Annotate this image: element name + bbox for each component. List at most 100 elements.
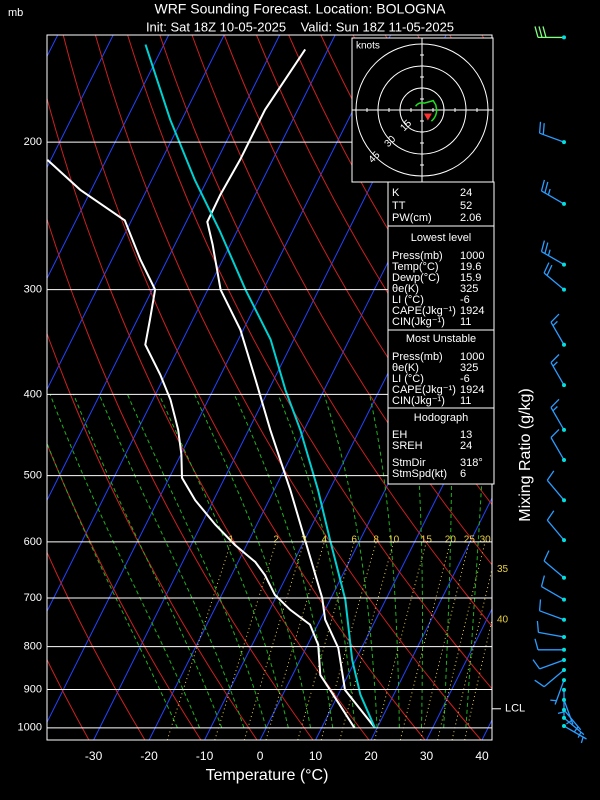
wind-station bbox=[562, 427, 566, 432]
index-label: θe(K) bbox=[392, 283, 419, 295]
dry-adiabat bbox=[62, 35, 426, 740]
wind-barb bbox=[546, 510, 565, 541]
chart-subtitle: Init: Sat 18Z 10-05-2025 Valid: Sun 18Z … bbox=[146, 19, 454, 34]
index-value: 24 bbox=[460, 440, 472, 452]
mixing-ratio-label: 8 bbox=[373, 535, 379, 546]
y-tick-label: 800 bbox=[24, 641, 42, 653]
index-value: 11 bbox=[460, 395, 471, 407]
wind-station bbox=[562, 647, 566, 652]
wind-barb bbox=[536, 620, 565, 638]
index-label: Press(mb) bbox=[392, 250, 443, 262]
x-axis-label: Temperature (°C) bbox=[206, 767, 329, 784]
mixing-ratio-label: 20 bbox=[445, 535, 457, 546]
index-value: -6 bbox=[460, 294, 470, 306]
wind-station bbox=[562, 697, 566, 702]
wind-station bbox=[562, 617, 566, 622]
wind-station bbox=[562, 687, 566, 692]
dry-adiabat bbox=[288, 35, 492, 388]
index-value: 318° bbox=[460, 457, 483, 469]
sounding-line bbox=[206, 48, 376, 729]
index-value: 11 bbox=[460, 316, 471, 328]
wind-station bbox=[562, 457, 566, 462]
wind-station bbox=[562, 715, 566, 720]
dry-adiabat bbox=[47, 551, 146, 740]
x-tick-label: 0 bbox=[257, 749, 264, 763]
x-tick-label: 40 bbox=[475, 749, 489, 763]
x-tick-label: 30 bbox=[420, 749, 434, 763]
index-section-title: Most Unstable bbox=[406, 333, 476, 345]
index-value: 2.06 bbox=[460, 212, 481, 224]
mixing-ratio-label: 30 bbox=[480, 535, 492, 546]
index-label: StmSpd(kt) bbox=[392, 468, 447, 480]
wind-station bbox=[562, 287, 566, 292]
wind-station bbox=[562, 678, 566, 683]
index-label: SREH bbox=[392, 440, 423, 452]
index-value: 1000 bbox=[460, 351, 484, 363]
dry-adiabat bbox=[47, 442, 202, 740]
index-label: LI (°C) bbox=[392, 373, 424, 385]
mixing-ratio-label: 35 bbox=[497, 564, 509, 575]
wind-station bbox=[562, 35, 566, 40]
mixing-ratio-line bbox=[243, 541, 305, 740]
index-value: 1924 bbox=[460, 384, 484, 396]
index-value: 52 bbox=[460, 200, 472, 212]
isotherm-grid-line bbox=[370, 496, 492, 740]
wind-barb bbox=[534, 638, 565, 651]
wind-station bbox=[562, 634, 566, 639]
index-label: θe(K) bbox=[392, 362, 419, 374]
x-tick-label: -30 bbox=[85, 749, 103, 763]
index-value: 19.6 bbox=[460, 261, 481, 273]
index-label: PW(cm) bbox=[392, 212, 432, 224]
wind-station bbox=[562, 724, 566, 729]
index-label: StmDir bbox=[392, 457, 426, 469]
wind-barb bbox=[540, 575, 565, 601]
index-label: CIN(Jkg⁻¹) bbox=[392, 395, 445, 407]
index-box bbox=[387, 225, 495, 331]
index-label: CAPE(Jkg⁻¹) bbox=[392, 384, 456, 396]
wind-barb bbox=[538, 121, 565, 143]
mixing-ratio-label: 4 bbox=[322, 535, 328, 546]
hodograph-ring bbox=[355, 43, 489, 177]
wind-barb bbox=[532, 659, 565, 670]
wind-station bbox=[562, 498, 566, 503]
wind-station bbox=[562, 262, 566, 267]
hodograph-ring bbox=[399, 87, 445, 133]
index-value: 325 bbox=[460, 362, 478, 374]
wind-barb bbox=[563, 709, 582, 733]
wind-barb bbox=[550, 428, 565, 461]
index-box bbox=[387, 181, 495, 227]
wind-barb bbox=[563, 725, 587, 744]
y-tick-label: 300 bbox=[24, 284, 42, 296]
index-label: TT bbox=[392, 200, 406, 212]
y-tick-label: 900 bbox=[24, 683, 42, 695]
wind-station bbox=[562, 658, 566, 663]
dry-adiabat bbox=[127, 35, 492, 690]
isotherm bbox=[47, 35, 392, 724]
mixing-ratio-label: 25 bbox=[464, 535, 476, 546]
dry-adiabat bbox=[191, 35, 492, 566]
wind-station bbox=[562, 140, 566, 145]
index-label: Press(mb) bbox=[392, 351, 443, 363]
isotherm bbox=[47, 35, 336, 613]
wind-barb bbox=[540, 179, 565, 205]
wind-barb bbox=[550, 398, 565, 431]
parcel-path bbox=[144, 44, 376, 729]
index-label: K bbox=[392, 187, 400, 199]
mixing-ratio-label: 15 bbox=[421, 535, 433, 546]
mixing-ratio-label: 1 bbox=[228, 535, 234, 546]
wind-barb bbox=[534, 669, 565, 688]
dry-adiabat bbox=[159, 35, 492, 627]
index-box bbox=[387, 407, 495, 485]
x-tick-label: -10 bbox=[196, 749, 214, 763]
index-value: 1924 bbox=[460, 305, 484, 317]
hodograph-unit-label: knots bbox=[356, 41, 380, 52]
overlay: -30 -20 -10 0 10 20 30 40 1 2 3 4 6 8 10 15 20 25 30 35 40 20… bbox=[18, 26, 587, 763]
index-value: 13 bbox=[460, 429, 472, 441]
y-unit-label: mb bbox=[8, 7, 23, 19]
wind-barb bbox=[550, 354, 565, 386]
index-value: 325 bbox=[460, 283, 478, 295]
wind-station bbox=[562, 201, 566, 206]
x-tick-label: -20 bbox=[140, 749, 158, 763]
wind-station bbox=[562, 597, 566, 602]
